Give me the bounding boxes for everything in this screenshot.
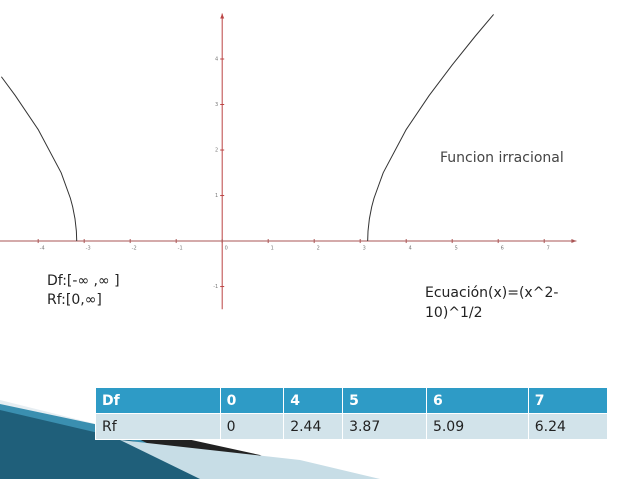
x-tick-label: 5 [455, 246, 458, 252]
x-tick-label: 4 [409, 246, 412, 252]
table-cell: 7 [527, 387, 609, 414]
range-label: Rf:[0,∞] [47, 292, 102, 308]
y-tick-label: 2 [215, 148, 218, 154]
x-tick-label: -3 [86, 246, 91, 252]
table-cell: 5 [342, 387, 427, 414]
x-tick-label: 7 [547, 246, 550, 252]
x-tick-label: 3 [363, 246, 366, 252]
x-tick-label: 0 [225, 246, 228, 252]
domain-label: Df:[-∞ ,∞ ] [47, 273, 120, 289]
x-arrow [571, 239, 577, 244]
decor [120, 440, 380, 479]
table-cell: 2.44 [283, 413, 344, 440]
curve [0, 14, 494, 242]
table-cell: 3.87 [342, 413, 427, 440]
y-tick-label: 1 [215, 193, 218, 199]
x-tick-label: -1 [178, 246, 183, 252]
table-cell: 4 [283, 387, 344, 414]
table-cell: 0 [219, 387, 285, 414]
chart-title: Funcion irracional [440, 150, 564, 166]
table-cell: 6.24 [527, 413, 609, 440]
table-cell: 0 [219, 413, 285, 440]
y-tick-label: 3 [215, 102, 218, 108]
y-tick-label: -1 [213, 284, 218, 290]
x-tick-label: -2 [132, 246, 137, 252]
y-arrow [220, 13, 225, 19]
table: Df 0 4 5 6 7 Rf 0 2.44 3.87 5.09 6.24 [95, 387, 609, 440]
x-tick-label: -4 [40, 246, 45, 252]
x-tick-label: 6 [501, 246, 504, 252]
equation: Ecuación(x)=(x^2-10)^1/2 [425, 285, 559, 321]
y-tick-label: 4 [215, 57, 218, 63]
table-cell: 5.09 [425, 413, 529, 440]
x-tick-label: 1 [271, 246, 274, 252]
x-tick-label: 2 [317, 246, 320, 252]
table-cell: 6 [425, 387, 529, 414]
table-cell: Df [95, 387, 221, 414]
table-cell: Rf [95, 413, 221, 440]
header-row: Df 0 4 5 6 7 [95, 387, 609, 414]
table-row: Rf 0 2.44 3.87 5.09 6.24 [95, 413, 609, 440]
